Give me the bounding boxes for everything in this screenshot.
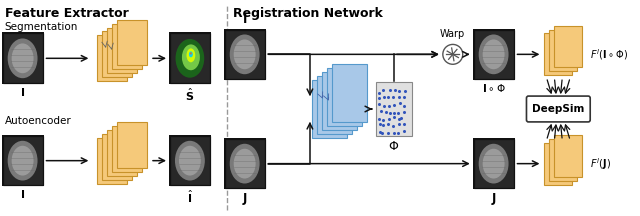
Ellipse shape xyxy=(182,44,200,70)
Bar xyxy=(474,139,513,189)
Bar xyxy=(473,138,515,189)
Bar xyxy=(170,136,210,186)
Bar xyxy=(545,143,572,184)
Ellipse shape xyxy=(175,39,204,78)
Text: $F^l(\mathbf{I} \circ \Phi)$: $F^l(\mathbf{I} \circ \Phi)$ xyxy=(590,47,628,62)
Bar xyxy=(112,24,142,69)
Ellipse shape xyxy=(479,35,509,74)
Bar xyxy=(169,32,211,84)
Bar xyxy=(117,122,147,168)
Ellipse shape xyxy=(234,149,255,179)
Bar xyxy=(312,80,347,138)
Text: $\hat{\mathbf{S}}$: $\hat{\mathbf{S}}$ xyxy=(186,86,195,103)
FancyBboxPatch shape xyxy=(527,96,590,122)
Bar xyxy=(102,134,132,179)
Text: $\mathbf{I}$: $\mathbf{I}$ xyxy=(242,13,247,25)
Ellipse shape xyxy=(230,144,260,184)
Text: DeepSim: DeepSim xyxy=(532,104,584,114)
Bar xyxy=(225,30,264,79)
Ellipse shape xyxy=(175,141,205,181)
Bar xyxy=(97,35,127,81)
Bar xyxy=(322,72,356,130)
Bar xyxy=(170,33,210,83)
Bar xyxy=(549,139,577,181)
Bar xyxy=(225,139,264,189)
Bar xyxy=(225,30,264,79)
Text: Feature Extractor: Feature Extractor xyxy=(4,7,129,20)
Ellipse shape xyxy=(479,144,509,184)
Text: $\mathbf{J}$: $\mathbf{J}$ xyxy=(491,191,497,207)
Bar xyxy=(474,30,513,79)
Bar xyxy=(225,139,264,189)
Text: $\mathbf{I}$: $\mathbf{I}$ xyxy=(20,189,25,200)
Bar xyxy=(549,30,577,71)
Ellipse shape xyxy=(190,52,192,55)
Ellipse shape xyxy=(230,35,260,74)
Bar xyxy=(3,33,42,83)
Bar xyxy=(474,139,513,189)
Ellipse shape xyxy=(483,40,504,69)
Circle shape xyxy=(443,44,463,64)
Text: Segmentation: Segmentation xyxy=(4,22,78,32)
Ellipse shape xyxy=(12,43,33,73)
Bar xyxy=(2,32,44,84)
Text: Autoencoder: Autoencoder xyxy=(4,116,72,126)
Bar xyxy=(224,29,266,80)
Bar xyxy=(170,136,210,186)
Bar xyxy=(112,126,142,172)
Bar xyxy=(376,82,412,136)
Bar xyxy=(332,64,367,122)
Text: Warp: Warp xyxy=(440,29,465,40)
Text: $\Phi$: $\Phi$ xyxy=(388,140,399,153)
Bar xyxy=(108,27,137,73)
Text: $\hat{\mathbf{I}}$: $\hat{\mathbf{I}}$ xyxy=(187,189,193,205)
Text: $\mathbf{I}$: $\mathbf{I}$ xyxy=(20,86,25,98)
Bar xyxy=(3,136,42,186)
Bar xyxy=(554,135,582,176)
Ellipse shape xyxy=(234,40,255,69)
Ellipse shape xyxy=(8,141,38,181)
Text: $\mathbf{J}$: $\mathbf{J}$ xyxy=(242,191,248,207)
Bar xyxy=(474,30,513,79)
Bar xyxy=(2,135,44,186)
Bar xyxy=(97,138,127,184)
Bar xyxy=(3,33,42,83)
Bar xyxy=(3,136,42,186)
Bar xyxy=(170,33,210,83)
Bar xyxy=(554,25,582,67)
Bar xyxy=(317,76,352,134)
Text: $F^l(\mathbf{J})$: $F^l(\mathbf{J})$ xyxy=(590,156,611,172)
Ellipse shape xyxy=(189,51,193,57)
Text: Registration Network: Registration Network xyxy=(233,7,383,20)
Ellipse shape xyxy=(186,48,195,62)
Ellipse shape xyxy=(179,146,201,176)
Bar xyxy=(473,29,515,80)
Text: $\mathbf{I} \circ \Phi$: $\mathbf{I} \circ \Phi$ xyxy=(482,82,506,94)
Ellipse shape xyxy=(8,38,38,78)
Bar xyxy=(108,130,137,176)
Bar xyxy=(169,135,211,186)
Ellipse shape xyxy=(483,149,504,179)
Bar xyxy=(327,68,362,126)
Bar xyxy=(545,33,572,75)
Bar xyxy=(102,32,132,77)
Bar xyxy=(224,138,266,189)
Bar xyxy=(117,20,147,65)
Ellipse shape xyxy=(12,146,33,176)
